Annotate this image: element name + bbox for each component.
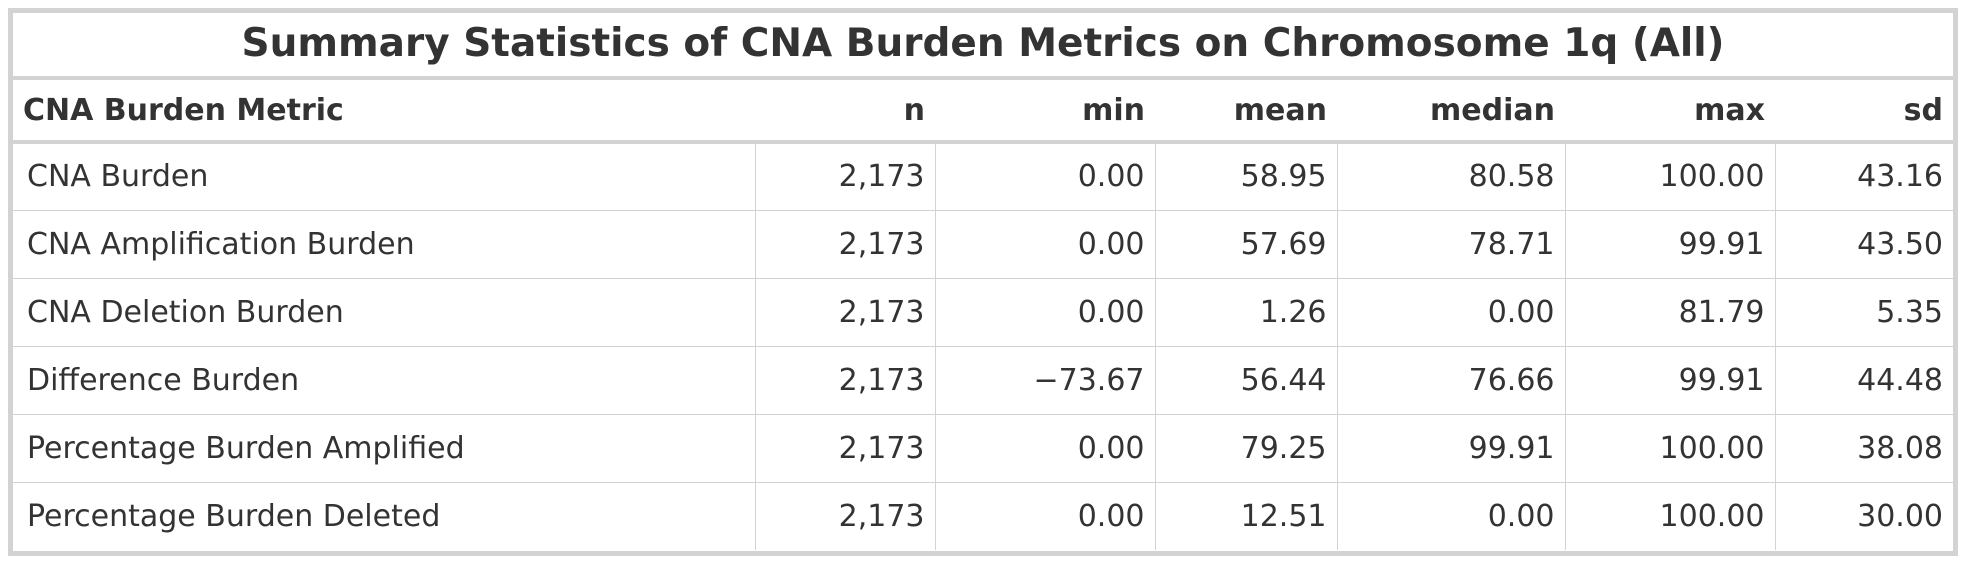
cell-metric: Percentage Burden Deleted: [13, 482, 756, 550]
cell-median: 0.00: [1337, 482, 1566, 550]
table-row: Difference Burden 2,173 −73.67 56.44 76.…: [13, 346, 1953, 415]
table-title: Summary Statistics of CNA Burden Metrics…: [13, 13, 1953, 80]
cell-max: 100.00: [1565, 142, 1776, 211]
cell-min: 0.00: [935, 142, 1156, 211]
cell-min: −73.67: [935, 346, 1156, 415]
cell-metric: CNA Amplification Burden: [13, 210, 756, 279]
column-header-n: n: [755, 80, 935, 144]
summary-table: CNA Burden Metric n min mean median max …: [13, 80, 1953, 550]
cell-sd: 43.16: [1775, 142, 1953, 211]
cell-max: 99.91: [1565, 346, 1776, 415]
cell-median: 78.71: [1337, 210, 1566, 279]
cell-max: 100.00: [1565, 414, 1776, 483]
summary-table-frame: Summary Statistics of CNA Burden Metrics…: [8, 8, 1958, 556]
cell-sd: 5.35: [1775, 278, 1953, 347]
cell-median: 0.00: [1337, 278, 1566, 347]
cell-sd: 44.48: [1775, 346, 1953, 415]
table-row: Percentage Burden Amplified 2,173 0.00 7…: [13, 414, 1953, 483]
cell-max: 81.79: [1565, 278, 1776, 347]
cell-mean: 79.25: [1155, 414, 1338, 483]
column-header-sd: sd: [1775, 80, 1953, 144]
cell-metric: Difference Burden: [13, 346, 756, 415]
cell-min: 0.00: [935, 210, 1156, 279]
cell-min: 0.00: [935, 482, 1156, 550]
column-header-max: max: [1565, 80, 1775, 144]
cell-mean: 12.51: [1155, 482, 1338, 550]
cell-n: 2,173: [755, 482, 936, 550]
header-row: CNA Burden Metric n min mean median max …: [13, 80, 1953, 144]
cell-median: 99.91: [1337, 414, 1566, 483]
cell-max: 99.91: [1565, 210, 1776, 279]
cell-mean: 1.26: [1155, 278, 1338, 347]
cell-sd: 43.50: [1775, 210, 1953, 279]
cell-min: 0.00: [935, 414, 1156, 483]
cell-sd: 30.00: [1857, 498, 1943, 534]
cell-sd: 38.08: [1775, 414, 1953, 483]
cell-mean: 57.69: [1155, 210, 1338, 279]
cell-n: 2,173: [755, 414, 936, 483]
column-header-metric: CNA Burden Metric: [13, 80, 755, 144]
cell-n: 2,173: [755, 210, 936, 279]
cell-median: 76.66: [1337, 346, 1566, 415]
cell-median: 80.58: [1337, 142, 1566, 211]
cell-mean: 56.44: [1155, 346, 1338, 415]
cell-max: 100.00: [1565, 482, 1776, 550]
cell-n: 2,173: [755, 142, 936, 211]
table-row: CNA Burden 2,173 0.00 58.95 80.58 100.00…: [13, 142, 1953, 211]
cell-metric: CNA Burden: [13, 142, 756, 211]
cell-min: 0.00: [935, 278, 1156, 347]
cell-n: 2,173: [755, 278, 936, 347]
cell-metric: Percentage Burden Amplified: [13, 414, 756, 483]
column-header-min: min: [935, 80, 1155, 144]
table-row: CNA Amplification Burden 2,173 0.00 57.6…: [13, 210, 1953, 279]
column-header-mean: mean: [1155, 80, 1337, 144]
cell-n: 2,173: [755, 346, 936, 415]
cell-metric: CNA Deletion Burden: [13, 278, 756, 347]
cell-mean: 58.95: [1155, 142, 1338, 211]
table-row: CNA Deletion Burden 2,173 0.00 1.26 0.00…: [13, 278, 1953, 347]
table-row: Percentage Burden Deleted 2,173 0.00 12.…: [13, 482, 1953, 550]
column-header-median: median: [1337, 80, 1565, 144]
